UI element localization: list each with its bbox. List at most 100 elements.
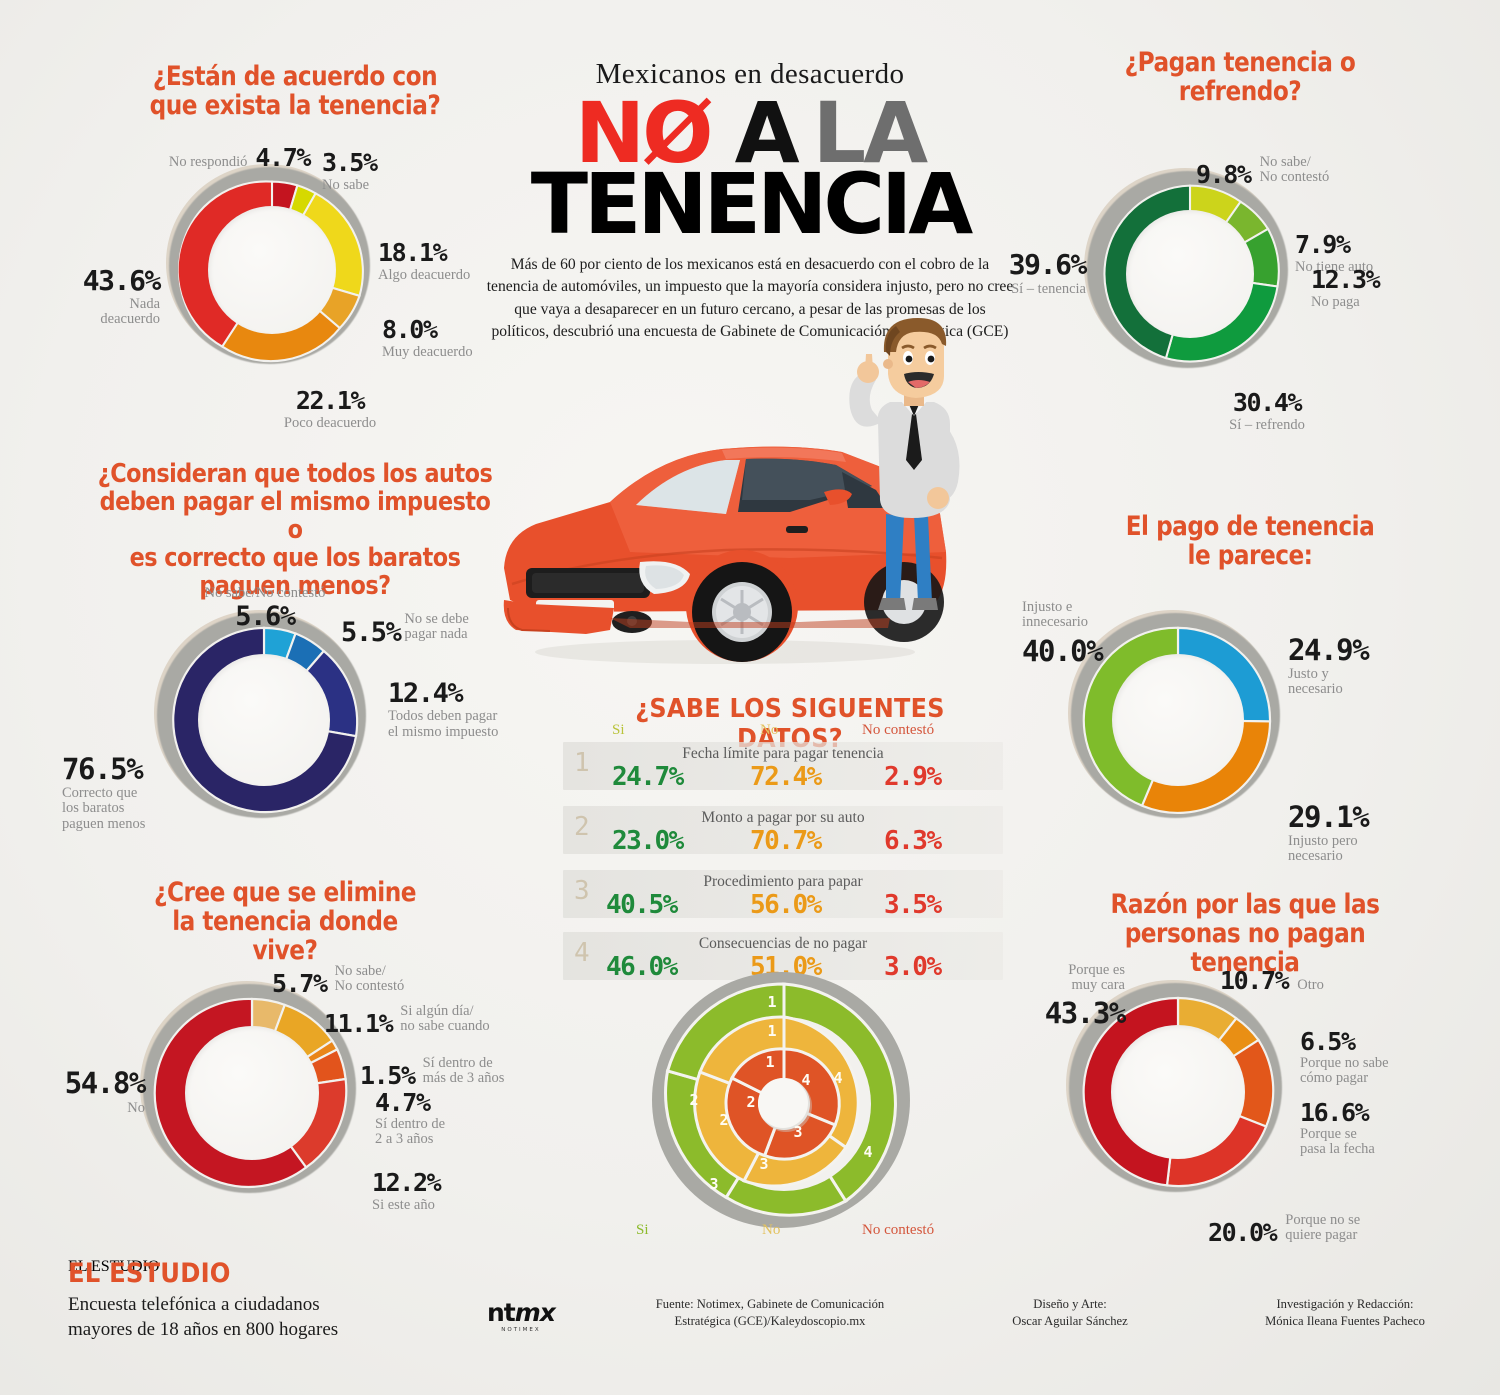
row-value-si: 46.0%: [606, 952, 678, 982]
table-row: [563, 870, 1003, 918]
credit-source-line1: Fuente: Notimex, Gabinete de Comunicació…: [655, 1297, 885, 1311]
label-parece-justo: 24.9% Justo y necesario: [1288, 633, 1370, 698]
ring-segment-label: 4: [801, 1071, 811, 1089]
header-block: Mexicanos en desacuerdo NØ A LA TENENCIA M…: [470, 58, 1030, 344]
ring-segment-label: 3: [793, 1123, 803, 1141]
label-no-respondio: No respondió 4.7%: [168, 143, 312, 172]
row-value-no: 72.4%: [750, 762, 822, 792]
table-row: [563, 806, 1003, 854]
credit-design-line1: Diseño y Arte:: [1033, 1297, 1107, 1311]
logo-nt: nt: [487, 1298, 516, 1327]
row-value-no: 56.0%: [750, 890, 822, 920]
chart-parece-title: El pago de tenencia le parece:: [1125, 511, 1375, 572]
ring-segment-label: 1: [767, 1022, 777, 1040]
chart-pagan-donut: [1084, 168, 1288, 368]
label-parece-injusto-innec: Injusto e innecesario 40.0%: [1022, 599, 1104, 668]
label-elimine-mas3: 1.5% Sí dentro de más de 3 años: [360, 1055, 505, 1091]
header-kicker: Mexicanos en desacuerdo: [595, 58, 905, 90]
credit-design-line2: Oscar Aguilar Sánchez: [1012, 1314, 1128, 1328]
ring-segment-label: 1: [767, 993, 777, 1011]
ring-segment-label: 2: [719, 1111, 729, 1129]
credit-design: Diseño y Arte: Oscar Aguilar Sánchez: [950, 1296, 1190, 1330]
ring-segment-label: 3: [709, 1175, 719, 1193]
label-pagan-nosabe: 9.8% No sabe/No contestó: [1196, 154, 1330, 190]
label-elimine-esteano: 12.2% No Si este año: [372, 1168, 442, 1213]
label-razon-noquiere: 20.0% Porque no se quiere pagar: [1208, 1212, 1361, 1248]
label-poco-deacuerdo: 22.1% Poco deacuerdo: [283, 386, 377, 431]
header-lead: Más de 60 por ciento de los mexicanos es…: [486, 255, 1014, 341]
businessman-icon: [849, 318, 960, 610]
ring-segment-label: 2: [689, 1091, 699, 1109]
chart-elimine-donut: [140, 981, 356, 1193]
chart-acuerdo-donut: [166, 164, 370, 364]
title-no: NØ: [574, 84, 714, 182]
chart-elimine-title: ¿Cree que se elimine la tenencia donde v…: [154, 877, 416, 967]
label-impuesto-correcto: 76.5% Correcto que los baratos paguen meno…: [62, 752, 146, 832]
label-parece-injusto-nec: 29.1% Injusto pero necesario: [1288, 800, 1370, 865]
label-impuesto-nodebe: 5.5% No se debe pagar nada: [341, 611, 469, 649]
ring-segment-label: 1: [765, 1053, 775, 1071]
header-title-line1: NØ A LA: [470, 84, 1030, 182]
header-title-line2: TENENCIA: [530, 155, 974, 254]
label-elimine-no: 54.8% No: [64, 1066, 147, 1116]
logo-mx: mx: [514, 1298, 556, 1327]
row-value-si: 40.5%: [606, 890, 678, 920]
label-algo-deacuerdo: 18.1% Algo deacuerdo: [378, 238, 471, 283]
label-pagan-refrendo: 30.4% Sí – refrendo: [1229, 388, 1305, 433]
row-value-nc: 3.5%: [884, 890, 942, 920]
label-razon-pasafecha: 16.6% Porque se pasa la fecha: [1300, 1098, 1375, 1158]
label-elimine-algundia: 11.1% Si algún día/no sabe cuando: [324, 1003, 490, 1039]
chart-impuesto-donut: [154, 610, 366, 818]
label-elimine-2a3: 4.7% Sí dentro de 2 a 3 años: [375, 1088, 446, 1148]
title-la: LA: [812, 84, 929, 182]
rings-legend-nc: No contestó: [862, 1222, 935, 1238]
label-muy-deacuerdo: 8.0% Muy deacuerdo: [382, 315, 473, 360]
datos-col-si: Si: [612, 722, 625, 738]
table-row: [563, 742, 1003, 790]
chart-parece-donut: [1068, 610, 1280, 818]
row-label: Monto a pagar por su auto: [701, 809, 865, 826]
chart-razon-donut: [1066, 980, 1282, 1192]
row-value-nc: 2.9%: [884, 762, 942, 792]
row-value-nc: 3.0%: [884, 952, 942, 982]
row-number: 2: [574, 812, 590, 842]
ring-segment-label: 4: [863, 1143, 873, 1161]
row-label: Consecuencias de no pagar: [698, 935, 868, 952]
chart-pagan-title: ¿Pagan tenencia o refrendo?: [1124, 47, 1356, 108]
credit-research: Investigación y Redacción: Mónica Ileana…: [1210, 1296, 1480, 1330]
study-title: EL ESTUDIO: [68, 1258, 160, 1275]
credit-source-line2: Estratégica (GCE)/Kaleydoscopio.mx: [674, 1314, 866, 1328]
chart-acuerdo-title: ¿Están de acuerdo con que exista la tene…: [149, 61, 441, 122]
label-no-sabe: 3.5% No sabe: [322, 148, 378, 193]
datos-col-nc: No contestó: [862, 722, 935, 738]
label-impuesto-nosabe: No sabe/No contestó 5.5% 5.6%: [204, 585, 326, 633]
row-number: 1: [574, 748, 590, 778]
label-impuesto-todos: 12.4% Todos deben pagar el mismo impuesto: [388, 678, 499, 740]
label-razon-otro: 10.7% Otro: [1220, 966, 1324, 995]
row-label: Fecha límite para pagar tenencia: [682, 745, 884, 762]
rings-legend-no: No: [762, 1222, 781, 1238]
chart-impuesto-title: ¿Consideran que todos los autos deben pag…: [97, 459, 493, 602]
label-nada-deacuerdo: 43.6% Nada deacuerdo: [82, 264, 162, 328]
title-a: A: [734, 84, 800, 182]
label-pagan-nopaga: 12.3% No paga: [1311, 265, 1381, 310]
row-number: 3: [574, 876, 590, 906]
label-elimine-nosabe: 5.7% No sabe/No contestó: [272, 963, 405, 999]
credit-source: Fuente: Notimex, Gabinete de Comunicació…: [620, 1296, 920, 1330]
ring-segment-label: 4: [833, 1069, 843, 1087]
credit-research-line1: Investigación y Redacción:: [1276, 1297, 1414, 1311]
logo-sub: NOTIMEX: [501, 1327, 541, 1333]
row-label: Procedimiento para papar: [703, 873, 863, 890]
rings-legend-si: Si: [636, 1222, 649, 1238]
credit-research-line2: Mónica Ileana Fuentes Pacheco: [1265, 1314, 1425, 1328]
rings-svg: [664, 982, 897, 1217]
label-razon-muycara: Porque es muy cara 43.3%: [1044, 962, 1127, 1030]
ntmx-logo: ntmx NOTIMEX: [487, 1298, 556, 1333]
study-title-text: EL ESTUDIO: [68, 1258, 231, 1289]
label-pagan-notiene: 7.9% No tiene auto: [1295, 230, 1374, 275]
label-pagan-tenencia: 39.6% Sí – tenencia: [1008, 248, 1088, 297]
row-value-no: 70.7%: [750, 826, 822, 856]
label-razon-nosabecomo: 6.5% Porque no sabe cómo pagar: [1300, 1027, 1389, 1087]
study-body: Encuesta telefónica a ciudadanos mayores…: [68, 1292, 338, 1342]
ring-segment-label: 3: [759, 1155, 769, 1173]
